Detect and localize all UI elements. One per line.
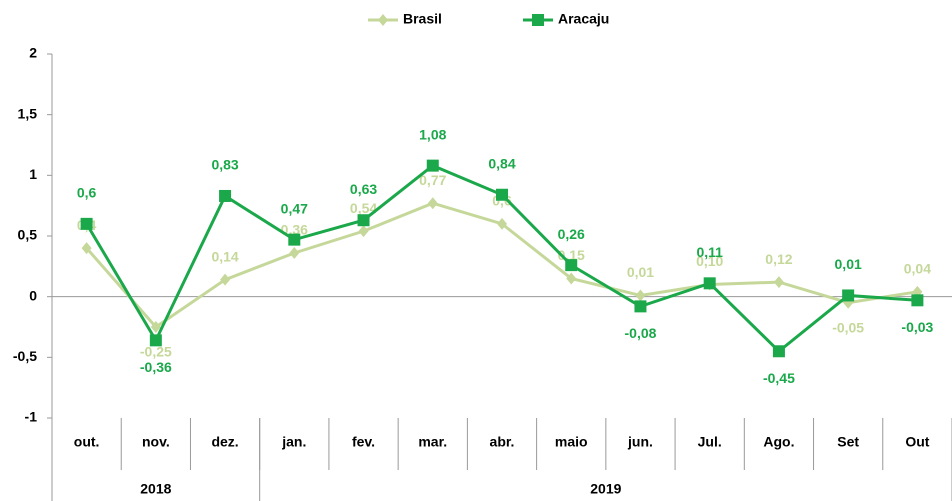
- legend-marker: [532, 14, 544, 26]
- y-tick-label: -1: [25, 409, 38, 425]
- x-tick-label: fev.: [352, 434, 375, 450]
- point: [219, 189, 232, 202]
- x-tick-label: abr.: [490, 434, 515, 450]
- data-label: 0,11: [696, 244, 723, 260]
- point: [426, 159, 439, 172]
- point: [220, 273, 231, 286]
- data-label: 1,08: [419, 126, 446, 142]
- group-label: 2019: [590, 481, 621, 497]
- data-label: 0,12: [765, 251, 792, 267]
- point: [635, 289, 646, 302]
- point: [911, 294, 924, 307]
- point: [703, 277, 716, 290]
- y-tick-label: 1: [29, 166, 37, 182]
- y-tick-label: 2: [29, 45, 37, 61]
- point: [634, 300, 647, 313]
- x-tick-label: maio: [555, 434, 588, 450]
- data-label: 0,26: [558, 226, 585, 242]
- data-label: 0,14: [211, 248, 238, 264]
- x-tick-label: Out: [905, 434, 929, 450]
- x-tick-label: nov.: [142, 434, 170, 450]
- data-label: 0,83: [211, 157, 238, 173]
- legend-marker: [378, 14, 388, 26]
- y-tick-label: 0: [29, 287, 37, 303]
- data-label: 0,6: [77, 185, 97, 201]
- point: [566, 272, 577, 285]
- x-tick-label: Ago.: [763, 434, 794, 450]
- data-label: 0,10: [696, 253, 723, 269]
- data-label: -0,25: [140, 344, 172, 360]
- point: [289, 246, 300, 259]
- point: [288, 233, 301, 246]
- x-tick-label: jun.: [627, 434, 653, 450]
- point: [773, 276, 784, 289]
- point: [358, 225, 369, 238]
- legend-label: Aracaju: [558, 11, 609, 27]
- y-tick-label: 0,5: [18, 227, 38, 243]
- point: [150, 321, 161, 333]
- point: [497, 217, 507, 230]
- point: [496, 188, 508, 201]
- data-label: 0,63: [350, 181, 377, 197]
- point: [357, 214, 370, 227]
- data-label: 0,77: [419, 172, 446, 188]
- data-label: 0,47: [281, 200, 308, 216]
- data-label: 0,01: [627, 264, 654, 280]
- group-label: 2018: [140, 481, 171, 497]
- x-tick-label: jan.: [281, 434, 306, 450]
- x-tick-label: mar.: [418, 434, 447, 450]
- data-label: -0,08: [625, 325, 657, 341]
- x-tick-label: Jul.: [698, 434, 722, 450]
- legend-label: Brasil: [403, 11, 442, 27]
- data-label: 0,01: [835, 256, 862, 272]
- point: [81, 242, 92, 255]
- point: [80, 217, 93, 230]
- point: [427, 197, 438, 210]
- x-tick-label: out.: [74, 434, 100, 450]
- data-label: -0,03: [901, 319, 933, 335]
- point: [149, 334, 162, 347]
- data-label: -0,45: [763, 370, 795, 386]
- data-label: 0,54: [350, 200, 377, 216]
- data-label: 0,84: [488, 155, 515, 171]
- data-label: -0,36: [140, 359, 172, 375]
- data-label: -0,05: [832, 319, 864, 335]
- y-tick-label: 1,5: [18, 105, 38, 121]
- y-tick-label: -0,5: [13, 348, 37, 364]
- x-tick-label: dez.: [211, 434, 238, 450]
- point: [842, 289, 855, 302]
- x-tick-label: Set: [837, 434, 859, 450]
- data-label: 0,04: [904, 261, 931, 277]
- point: [772, 345, 785, 358]
- point: [565, 259, 578, 272]
